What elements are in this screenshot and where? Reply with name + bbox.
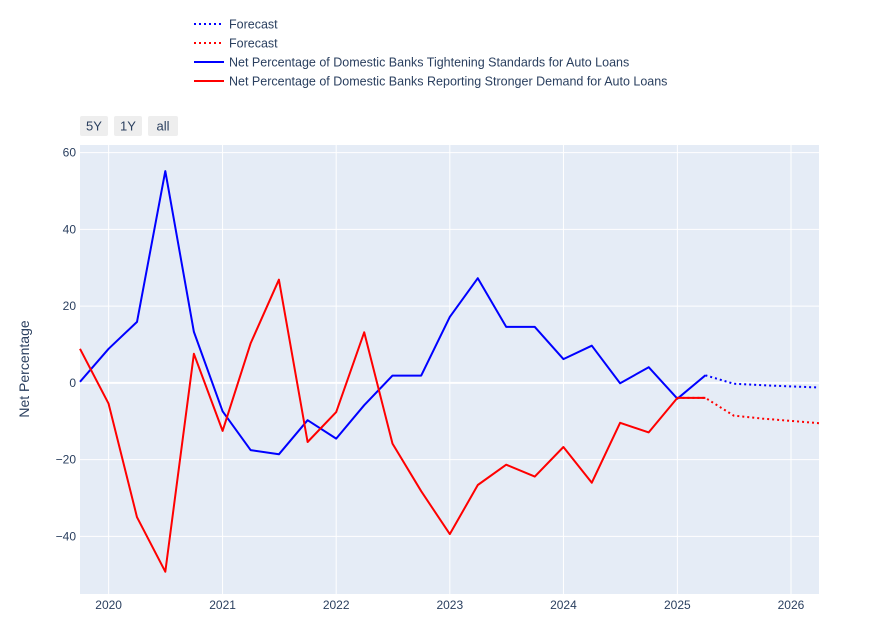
legend: Forecast Forecast Net Percentage of Domest…	[194, 18, 667, 89]
series-line-3	[79, 278, 706, 573]
y-axis: −40 −20 0 20 40 60	[56, 146, 77, 544]
legend-item[interactable]: Net Percentage of Domestic Banks Tighten…	[194, 56, 629, 70]
range-button-5y[interactable]: 5Y	[80, 116, 108, 136]
series-layer	[79, 170, 820, 573]
forecast-line-0	[705, 374, 820, 389]
range-button-all[interactable]: all	[148, 116, 178, 136]
grid	[80, 145, 819, 594]
y-tick-label: 40	[63, 222, 77, 236]
x-tick-label: 2021	[209, 598, 236, 612]
x-axis: 2020 2021 2022 2023 2024 2025 2026	[95, 598, 804, 612]
x-tick-label: 2025	[664, 598, 691, 612]
legend-item[interactable]: Forecast	[194, 37, 278, 51]
legend-item[interactable]: Forecast	[194, 18, 278, 32]
y-axis-title: Net Percentage	[16, 320, 32, 417]
range-selector: 5Y 1Y all	[80, 116, 178, 136]
y-tick-label: 20	[63, 299, 77, 313]
y-tick-label: 60	[63, 146, 77, 160]
x-tick-label: 2023	[436, 598, 463, 612]
legend-label: Net Percentage of Domestic Banks Reporti…	[229, 75, 667, 89]
legend-label: Forecast	[229, 18, 278, 32]
legend-label: Forecast	[229, 37, 278, 51]
x-tick-label: 2022	[323, 598, 350, 612]
series-line-2	[79, 170, 707, 456]
range-button-1y[interactable]: 1Y	[114, 116, 142, 136]
x-tick-label: 2020	[95, 598, 122, 612]
forecast-line-1	[677, 396, 820, 425]
y-tick-label: −20	[56, 453, 77, 467]
x-tick-label: 2026	[778, 598, 805, 612]
range-button-label: 5Y	[86, 119, 102, 134]
y-tick-label: 0	[69, 376, 76, 390]
range-button-label: all	[156, 119, 169, 134]
legend-item[interactable]: Net Percentage of Domestic Banks Reporti…	[194, 75, 667, 89]
x-tick-label: 2024	[550, 598, 577, 612]
y-tick-label: −40	[56, 529, 77, 543]
range-button-label: 1Y	[120, 119, 136, 134]
legend-label: Net Percentage of Domestic Banks Tighten…	[229, 56, 629, 70]
